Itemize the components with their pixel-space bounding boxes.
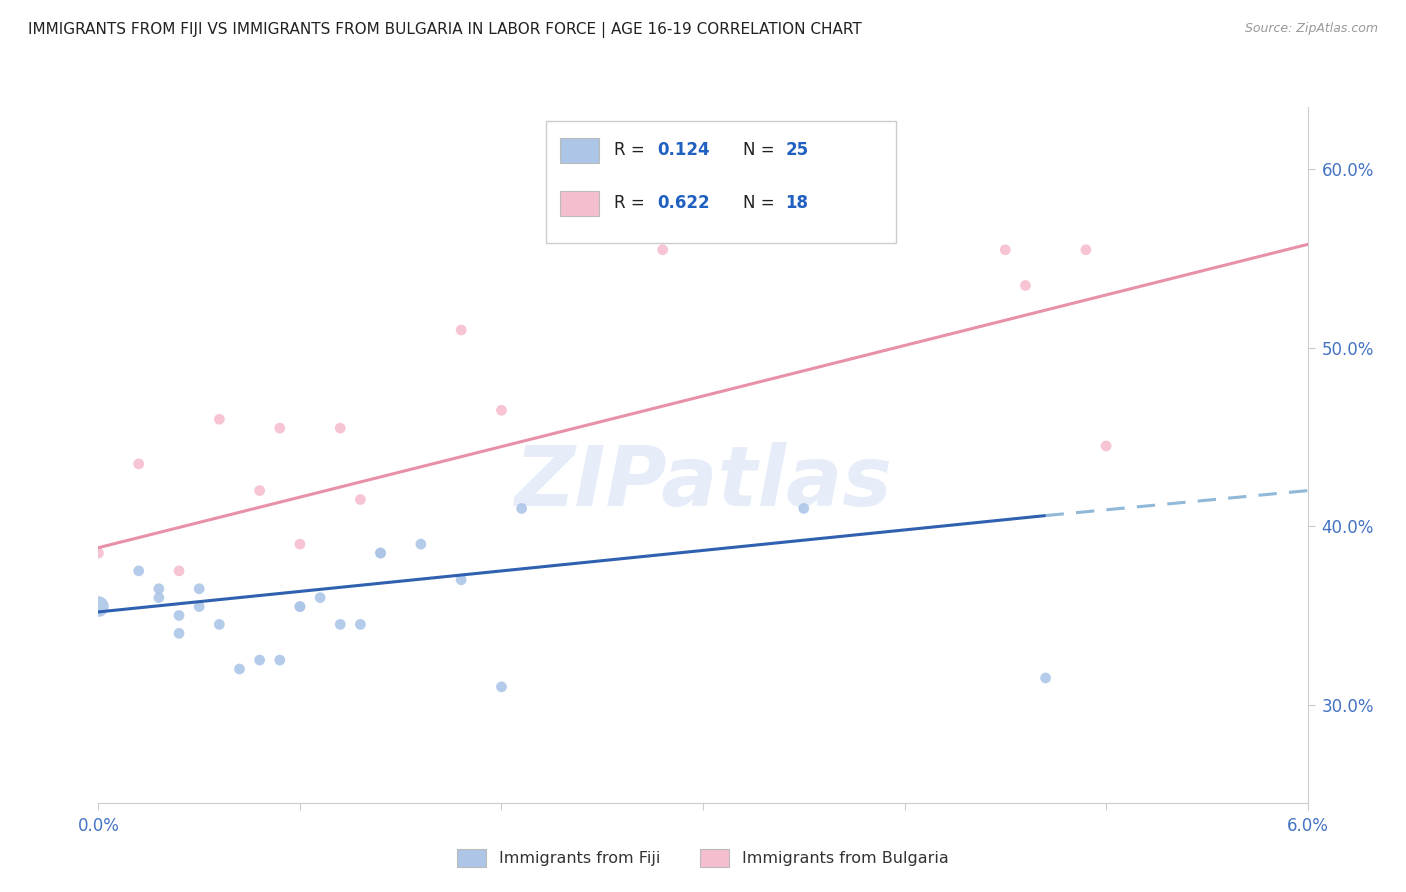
- Point: [87, 546, 110, 560]
- FancyBboxPatch shape: [561, 191, 599, 216]
- FancyBboxPatch shape: [546, 121, 897, 243]
- Legend: Immigrants from Fiji, Immigrants from Bulgaria: Immigrants from Fiji, Immigrants from Bu…: [450, 840, 956, 875]
- Point: [450, 573, 472, 587]
- Point: [167, 564, 190, 578]
- Point: [167, 626, 190, 640]
- Point: [269, 421, 291, 435]
- Point: [128, 564, 150, 578]
- Text: 0.622: 0.622: [657, 194, 710, 212]
- Point: [491, 403, 513, 417]
- Y-axis label: In Labor Force | Age 16-19: In Labor Force | Age 16-19: [0, 353, 8, 557]
- Text: 18: 18: [785, 194, 808, 212]
- Point: [228, 662, 250, 676]
- Point: [128, 457, 150, 471]
- Text: R =: R =: [613, 194, 650, 212]
- Text: N =: N =: [742, 194, 780, 212]
- Text: N =: N =: [742, 141, 780, 159]
- Point: [491, 680, 513, 694]
- Point: [208, 412, 231, 426]
- Point: [288, 599, 311, 614]
- Point: [188, 599, 211, 614]
- Text: ZIPatlas: ZIPatlas: [515, 442, 891, 524]
- Point: [249, 653, 271, 667]
- Point: [1074, 243, 1097, 257]
- Point: [349, 492, 371, 507]
- Point: [370, 546, 392, 560]
- Text: Source: ZipAtlas.com: Source: ZipAtlas.com: [1244, 22, 1378, 36]
- Point: [651, 243, 673, 257]
- Point: [793, 501, 815, 516]
- Point: [329, 617, 352, 632]
- Point: [167, 608, 190, 623]
- Point: [370, 546, 392, 560]
- Point: [269, 653, 291, 667]
- Text: 0.124: 0.124: [657, 141, 710, 159]
- Point: [288, 537, 311, 551]
- Point: [349, 617, 371, 632]
- Point: [994, 243, 1017, 257]
- Point: [188, 582, 211, 596]
- Text: IMMIGRANTS FROM FIJI VS IMMIGRANTS FROM BULGARIA IN LABOR FORCE | AGE 16-19 CORR: IMMIGRANTS FROM FIJI VS IMMIGRANTS FROM …: [28, 22, 862, 38]
- Point: [87, 599, 110, 614]
- Text: R =: R =: [613, 141, 650, 159]
- Point: [309, 591, 332, 605]
- Text: 25: 25: [785, 141, 808, 159]
- Point: [409, 537, 432, 551]
- Point: [208, 617, 231, 632]
- Point: [249, 483, 271, 498]
- Point: [1095, 439, 1118, 453]
- Point: [148, 591, 170, 605]
- FancyBboxPatch shape: [561, 137, 599, 162]
- Point: [1014, 278, 1036, 293]
- Point: [329, 421, 352, 435]
- Point: [288, 599, 311, 614]
- Point: [148, 582, 170, 596]
- Point: [1035, 671, 1057, 685]
- Point: [510, 501, 533, 516]
- Point: [450, 323, 472, 337]
